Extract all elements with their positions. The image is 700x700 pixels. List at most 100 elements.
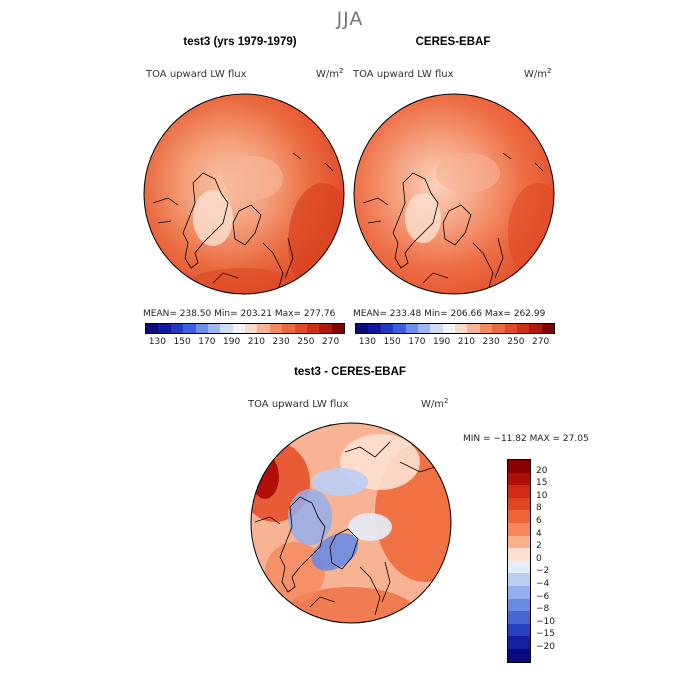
panel-3-title: test3 - CERES-EBAF — [294, 366, 406, 378]
panel-1-colorbar — [145, 323, 345, 334]
panel-1-units: W/m2 — [316, 67, 344, 80]
colorbar-tick-label: 150 — [173, 337, 191, 347]
colorbar-swatch — [508, 497, 530, 511]
colorbar-swatch — [508, 560, 530, 574]
colorbar-tick-label: 6 — [536, 516, 542, 526]
colorbar-tick-label: 250 — [507, 337, 525, 347]
colorbar-tick-label: −4 — [536, 579, 550, 589]
colorbar-swatch — [479, 324, 493, 333]
panel-1-title: test3 (yrs 1979-1979) — [183, 36, 297, 48]
panel-2-polar-map — [353, 93, 555, 295]
colorbar-swatch — [245, 324, 258, 333]
colorbar-tick-label: 210 — [457, 337, 475, 347]
colorbar-swatch — [508, 535, 530, 549]
panel-2-units: W/m2 — [524, 67, 552, 80]
colorbar-swatch — [282, 324, 295, 333]
colorbar-swatch — [516, 324, 530, 333]
colorbar-swatch — [508, 623, 530, 637]
colorbar-tick-label: −2 — [536, 566, 550, 577]
colorbar-tick-label: −20 — [536, 642, 555, 652]
colorbar-swatch — [319, 324, 332, 333]
colorbar-tick-label: 210 — [247, 337, 265, 347]
colorbar-swatch — [430, 324, 443, 333]
colorbar-swatch — [417, 324, 431, 333]
season-title: JJA — [336, 8, 364, 30]
colorbar-swatch — [405, 324, 418, 333]
colorbar-tick-label: 20 — [536, 465, 548, 476]
panel-2-stats: MEAN= 233.48 Min= 206.66 Max= 262.99 — [353, 309, 546, 319]
panel-3-stats: MIN = −11.82 MAX = 27.05 — [463, 434, 589, 444]
colorbar-swatch — [257, 324, 270, 333]
colorbar-tick-label: 170 — [408, 337, 426, 347]
panel-2-colorbar-ticks: 130 150 170 190 210 230 250 270 — [355, 337, 553, 349]
colorbar-tick-label: 230 — [272, 337, 290, 347]
colorbar-swatch — [467, 324, 480, 333]
colorbar-tick-label: 150 — [383, 337, 401, 347]
colorbar-swatch — [442, 324, 455, 333]
panel-1-variable: TOA upward LW flux — [146, 69, 247, 80]
panel-3-colorbar — [507, 459, 531, 663]
colorbar-swatch — [508, 611, 530, 624]
panel-3-units: W/m2 — [421, 397, 449, 410]
colorbar-swatch — [207, 324, 221, 333]
colorbar-swatch — [158, 324, 171, 333]
colorbar-tick-label: 10 — [536, 490, 548, 501]
colorbar-swatch — [508, 522, 530, 536]
panel-3-variable: TOA upward LW flux — [248, 399, 349, 410]
colorbar-swatch — [170, 324, 184, 333]
colorbar-swatch — [380, 324, 394, 333]
colorbar-tick-label: 230 — [482, 337, 500, 347]
colorbar-tick-label: 190 — [433, 337, 451, 347]
panel-1-stats: MEAN= 238.50 Min= 203.21 Max= 277.76 — [143, 309, 336, 319]
panel-2-variable: TOA upward LW flux — [353, 69, 454, 80]
colorbar-swatch — [393, 324, 406, 333]
colorbar-tick-label: −15 — [536, 629, 555, 640]
colorbar-tick-label: 4 — [536, 528, 542, 539]
colorbar-tick-label: 130 — [148, 337, 166, 347]
panel-2-title: CERES-EBAF — [415, 36, 491, 48]
colorbar-swatch — [368, 324, 381, 333]
colorbar-swatch — [183, 324, 196, 333]
colorbar-swatch — [529, 324, 542, 333]
colorbar-swatch — [508, 585, 530, 599]
panel-1-colorbar-ticks: 130 150 170 190 210 230 250 270 — [145, 337, 343, 349]
colorbar-swatch — [232, 324, 245, 333]
colorbar-swatch — [541, 324, 554, 333]
colorbar-swatch — [508, 598, 530, 612]
colorbar-tick-label: 170 — [198, 337, 216, 347]
colorbar-swatch — [455, 324, 468, 333]
colorbar-swatch — [508, 636, 530, 649]
colorbar-tick-label: 2 — [536, 541, 542, 552]
colorbar-swatch — [331, 324, 344, 333]
panel-2-colorbar — [355, 323, 555, 334]
colorbar-swatch — [508, 485, 530, 498]
colorbar-swatch — [195, 324, 208, 333]
colorbar-swatch — [508, 648, 530, 662]
colorbar-swatch — [306, 324, 320, 333]
colorbar-swatch — [146, 324, 159, 333]
colorbar-tick-label: −8 — [536, 604, 550, 615]
colorbar-swatch — [508, 510, 530, 523]
panel-3-colorbar-ticks: 20 15 10 8 6 4 2 0 −2 −4 −6 −8 −10 −15 −20 — [536, 459, 576, 663]
colorbar-tick-label: −6 — [536, 591, 550, 602]
colorbar-swatch — [508, 472, 530, 486]
panel-3-polar-map — [250, 422, 452, 624]
colorbar-swatch — [294, 324, 307, 333]
colorbar-tick-label: 15 — [536, 478, 548, 489]
colorbar-swatch — [492, 324, 505, 333]
colorbar-tick-label: 190 — [223, 337, 241, 347]
colorbar-tick-label: 250 — [297, 337, 315, 347]
colorbar-tick-label: 130 — [358, 337, 376, 347]
colorbar-tick-label: 8 — [536, 503, 542, 514]
panel-1-polar-map — [143, 93, 345, 295]
colorbar-tick-label: 270 — [322, 337, 340, 347]
colorbar-tick-label: 270 — [532, 337, 550, 347]
colorbar-tick-label: 0 — [536, 553, 542, 564]
colorbar-tick-label: −10 — [536, 616, 555, 627]
colorbar-swatch — [220, 324, 233, 333]
colorbar-swatch — [508, 460, 530, 473]
colorbar-swatch — [356, 324, 369, 333]
colorbar-swatch — [269, 324, 283, 333]
colorbar-swatch — [508, 573, 530, 586]
colorbar-swatch — [508, 548, 530, 561]
